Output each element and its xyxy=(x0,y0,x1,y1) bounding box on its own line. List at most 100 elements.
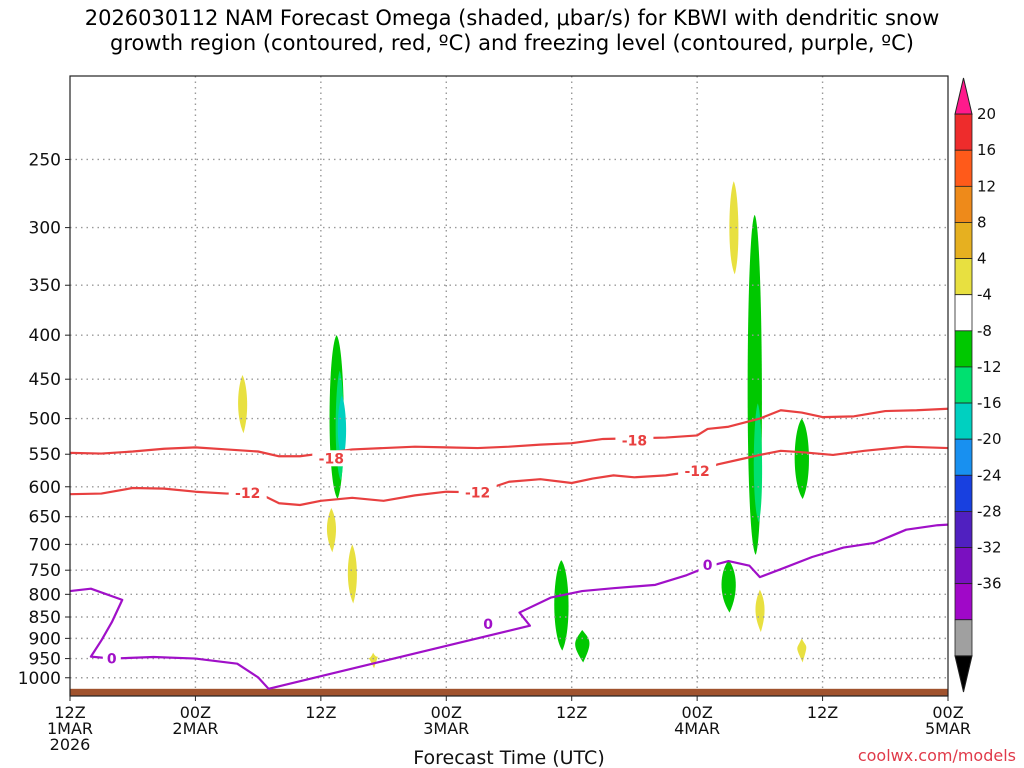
contours: -18 -18 -12 -12 -12 0 0 0 xyxy=(69,407,949,690)
colorbar-label: -24 xyxy=(977,466,1002,484)
omega-region xyxy=(326,507,337,553)
axes: 2503003504004505005506006507007508008509… xyxy=(18,75,971,768)
x-tick-label: 00Z xyxy=(932,703,963,722)
x-tick-label: 12Z xyxy=(556,703,587,722)
omega-region xyxy=(238,375,248,434)
y-tick-label: 800 xyxy=(29,585,61,605)
contour-label-bg xyxy=(458,484,497,501)
colorbar-label: -20 xyxy=(977,430,1002,448)
omega-region xyxy=(753,403,763,523)
colorbar-segment xyxy=(954,258,973,296)
x-axis-title: Forecast Time (UTC) xyxy=(413,747,604,768)
omega-region xyxy=(554,560,569,651)
x-tick-label: 5MAR xyxy=(925,719,971,738)
colorbar-arrow-top xyxy=(954,77,973,115)
colorbar-label: 4 xyxy=(977,250,987,268)
x-tick-label: 00Z xyxy=(180,703,211,722)
contour-label-bg xyxy=(479,615,498,632)
colorbar-label: 8 xyxy=(977,213,987,231)
colorbar-label: -16 xyxy=(977,394,1002,412)
colorbar-segment xyxy=(954,366,973,404)
colorbar-label: 16 xyxy=(977,141,996,159)
colorbar-label: -8 xyxy=(977,322,992,340)
omega-region xyxy=(794,418,809,500)
contour-label-bg xyxy=(698,557,717,574)
x-tick-label: 3MAR xyxy=(423,719,469,738)
y-tick-label: 750 xyxy=(29,561,61,581)
x-tick-label: 1MAR xyxy=(47,719,93,738)
contour-label-bg xyxy=(615,432,654,449)
omega-region xyxy=(575,629,590,663)
credit-text: coolwx.com/models xyxy=(857,746,1016,765)
colorbar-segment xyxy=(954,149,973,187)
y-tick-label: 500 xyxy=(29,410,61,430)
colorbar-label: -32 xyxy=(977,539,1002,557)
colorbar-segment xyxy=(954,330,973,368)
contour-label: -12 xyxy=(465,485,490,501)
x-tick-label: 2026 xyxy=(50,735,91,754)
x-tick-label: 12Z xyxy=(305,703,336,722)
ground-band xyxy=(70,688,948,696)
colorbar-segment xyxy=(954,185,973,223)
colorbar-segment xyxy=(954,113,973,151)
contour-label-bg xyxy=(312,450,351,467)
x-tick-label: 2MAR xyxy=(172,719,218,738)
contour-label: -18 xyxy=(622,433,647,449)
colorbar-label: -12 xyxy=(977,358,1002,376)
y-tick-label: 450 xyxy=(29,370,61,390)
colorbar-arrow-bottom xyxy=(954,655,973,693)
omega-region xyxy=(729,181,739,275)
contour-label: 0 xyxy=(107,652,117,668)
contour-line xyxy=(69,445,949,507)
colorbar-label: 12 xyxy=(977,177,996,195)
y-tick-label: 900 xyxy=(29,629,61,649)
colorbar-segment xyxy=(954,511,973,548)
contour-label-bg xyxy=(228,484,267,501)
colorbar-segment xyxy=(954,619,973,657)
contour-label-bg xyxy=(102,650,121,667)
contour-label: 0 xyxy=(483,617,493,633)
y-tick-label: 300 xyxy=(29,219,61,239)
contour-line xyxy=(69,523,949,690)
contour-label: 0 xyxy=(703,558,713,574)
colorbar-segment xyxy=(954,402,973,440)
colorbar-segment xyxy=(954,547,973,585)
contour-label-bg xyxy=(678,462,717,479)
ground-layer xyxy=(70,688,948,696)
y-tick-label: 1000 xyxy=(18,669,61,689)
x-tick-label: 00Z xyxy=(681,703,712,722)
colorbar-label: -28 xyxy=(977,502,1002,520)
omega-region xyxy=(368,652,378,669)
y-tick-label: 850 xyxy=(29,608,61,628)
omega-region xyxy=(797,638,807,663)
y-tick-label: 700 xyxy=(29,535,61,555)
colorbar-segment xyxy=(954,294,973,332)
colorbar-segment xyxy=(954,474,973,512)
plot-frame xyxy=(69,75,949,697)
x-tick-label: 00Z xyxy=(431,703,462,722)
omega-region xyxy=(755,589,765,633)
omega-region xyxy=(337,395,347,461)
x-tick-label: 4MAR xyxy=(674,719,720,738)
omega-shading xyxy=(238,181,809,669)
y-tick-label: 550 xyxy=(29,445,61,465)
contour-line xyxy=(69,407,949,458)
grid xyxy=(70,76,948,696)
omega-region xyxy=(721,560,736,613)
x-tick-label: 12Z xyxy=(807,703,838,722)
contour-label: -12 xyxy=(684,464,709,480)
y-tick-label: 350 xyxy=(29,276,61,296)
colorbar-label: 20 xyxy=(977,105,996,123)
colorbar-label: -4 xyxy=(977,286,992,304)
colorbar-label: -36 xyxy=(977,575,1002,593)
y-tick-label: 600 xyxy=(29,478,61,498)
y-tick-label: 250 xyxy=(29,150,61,170)
contour-label: -18 xyxy=(319,451,344,467)
contour-label: -12 xyxy=(235,486,260,502)
colorbar: 20 16 12 8 4 -4 -8 -12 -16 -20 -24 -28 -32 -36 xyxy=(954,77,1002,693)
omega-region xyxy=(347,544,357,604)
y-tick-label: 400 xyxy=(29,326,61,346)
y-tick-label: 950 xyxy=(29,650,61,670)
x-tick-label: 12Z xyxy=(54,703,85,722)
